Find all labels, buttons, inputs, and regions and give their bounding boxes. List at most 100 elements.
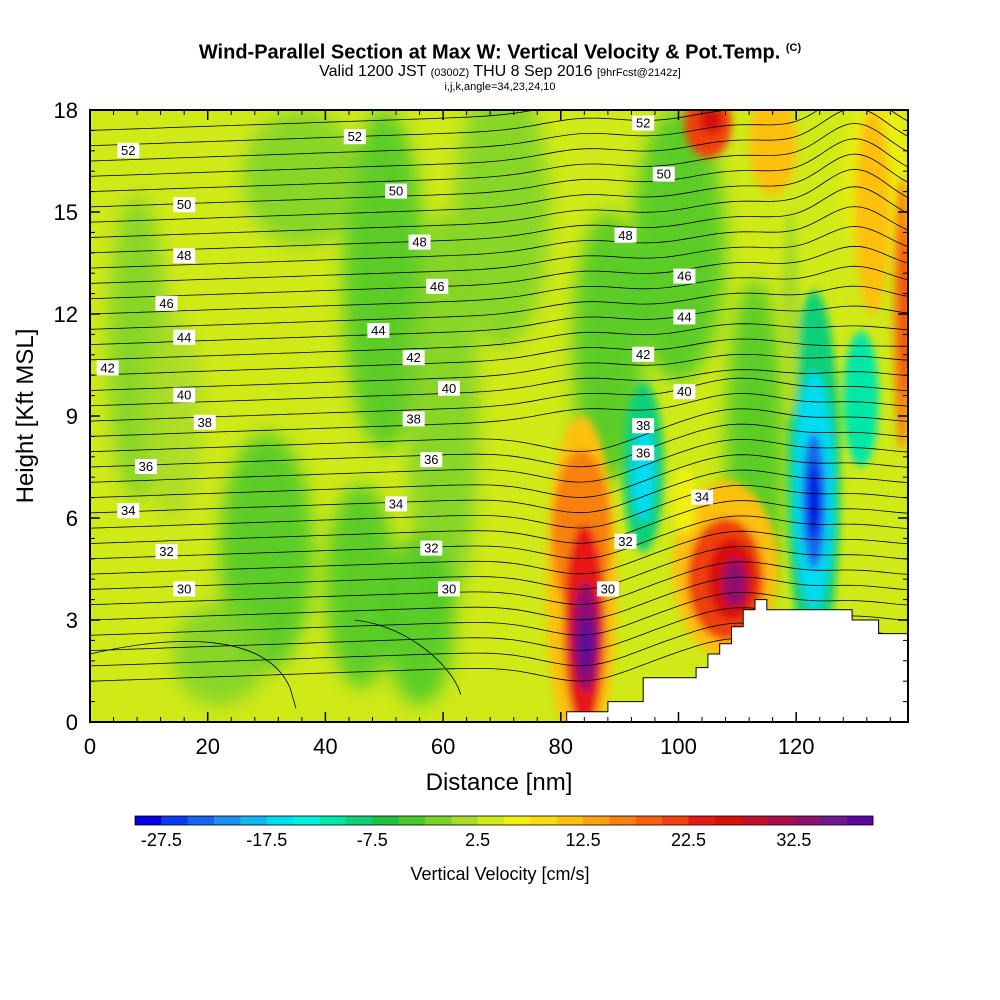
isentrope-line [90,168,908,238]
field-core [699,110,723,134]
contour-label-box [173,248,196,264]
contour-label: 40 [673,384,696,400]
colorbar-swatch [609,816,637,825]
colorbar-swatch [214,816,241,825]
field-patch [384,535,455,705]
colorbar-swatch [662,816,689,825]
contour-label: 44 [173,329,196,345]
colorbar-swatch [266,816,294,825]
contour-label: 38 [632,418,655,434]
contour-label: 50 [385,183,408,199]
isentrope-line [90,500,908,544]
colorbar-title: Vertical Velocity [cm/s] [410,864,589,884]
contour-label-box [632,346,655,362]
contour-label: 52 [343,129,366,145]
contour-label: 32 [614,533,637,549]
contour-label: 34 [385,496,408,512]
contour-label: 40 [437,380,460,396]
contour-label-text: 30 [601,581,615,596]
isentrope-line [90,377,908,422]
vertical-velocity-field [90,110,908,722]
contour-label-box [385,496,408,512]
contour-label: 48 [408,234,431,250]
colorbar-swatch [846,816,874,825]
isentrope-line [90,438,908,483]
colorbar-swatch [688,816,716,825]
isentrope-line [90,530,908,575]
field-core [749,110,797,195]
valid-date: THU 8 Sep 2016 [473,62,593,80]
isentrope-line [90,323,908,361]
contour-label-text: 36 [139,459,153,474]
contour-label-text: 52 [121,143,135,158]
contour-label-text: 46 [430,279,444,294]
contour-label-box [173,581,196,597]
contour-label: 52 [117,142,140,158]
isentrope-line [90,591,908,636]
field-core [807,463,820,539]
colorbar-swatch [793,816,821,825]
contour-label: 46 [426,278,449,294]
contour-label-text: 38 [636,418,650,433]
field-core [843,331,879,467]
contour-label-box [96,360,119,376]
contour-label-text: 50 [177,197,191,212]
colorbar-tick-label: -27.5 [141,830,182,850]
isentrope-line [90,110,767,147]
y-tick-label: 9 [66,404,78,429]
contour-label-box [420,540,443,556]
isentrope-line [90,122,908,192]
colorbar-tick-label: -17.5 [246,830,287,850]
contour-label: 42 [402,350,425,366]
contour-label-text: 40 [177,388,191,403]
copyright-mark: (C) [785,42,802,54]
colorbar-swatch [451,816,478,825]
field-patch [172,603,267,705]
contour-label-box [652,166,675,182]
colorbar-tick-label: 22.5 [671,830,706,850]
contour-label-text: 40 [442,381,456,396]
contour-label-box [173,197,196,213]
field-patch [243,110,361,246]
contour-label-box [155,295,178,311]
contour-label-box [673,309,696,325]
field-core [855,110,891,314]
contour-label-box [402,411,425,427]
isentrope-line [90,153,908,223]
isentrope-line [90,186,908,254]
contour-label-box [173,329,196,345]
contour-label-box [426,278,449,294]
contour-label: 50 [652,166,675,182]
y-tick-label: 15 [54,200,78,225]
isentrope-line [90,265,908,315]
contour-label: 48 [173,248,196,264]
contour-label-box [673,268,696,284]
colorbar-swatch [583,816,610,825]
x-tick-label: 80 [549,734,573,759]
contour-label-text: 36 [636,445,650,460]
colorbar-swatch [187,816,215,825]
colorbar-tick-label: 2.5 [465,830,490,850]
contour-label: 34 [691,489,714,505]
isentrope-line [90,226,908,284]
isentrope-line [90,138,908,208]
colorbar-swatch [398,816,426,825]
colorbar-swatch [240,816,268,825]
x-tick-label: 0 [84,734,96,759]
colorbar-swatch [293,816,320,825]
contour-labels: 52 52 52 50 50 50 48 48 48 46 46 46 44 44 44 42 42 42 40 40… [96,115,714,597]
contour-label: 36 [420,452,443,468]
isentrope-line [90,469,908,514]
contour-label-box [117,503,140,519]
contour-label: 44 [673,309,696,325]
colorbar-swatch [820,816,847,825]
contour-label-text: 34 [695,490,709,505]
contour-label: 46 [155,295,178,311]
contour-label-box [437,581,460,597]
colorbar-swatch [477,816,505,825]
valid-time: Valid 1200 JST [319,62,427,80]
x-axis-title: Distance [nm] [426,769,573,796]
contour-label-box [632,418,655,434]
contour-label-box [385,183,408,199]
